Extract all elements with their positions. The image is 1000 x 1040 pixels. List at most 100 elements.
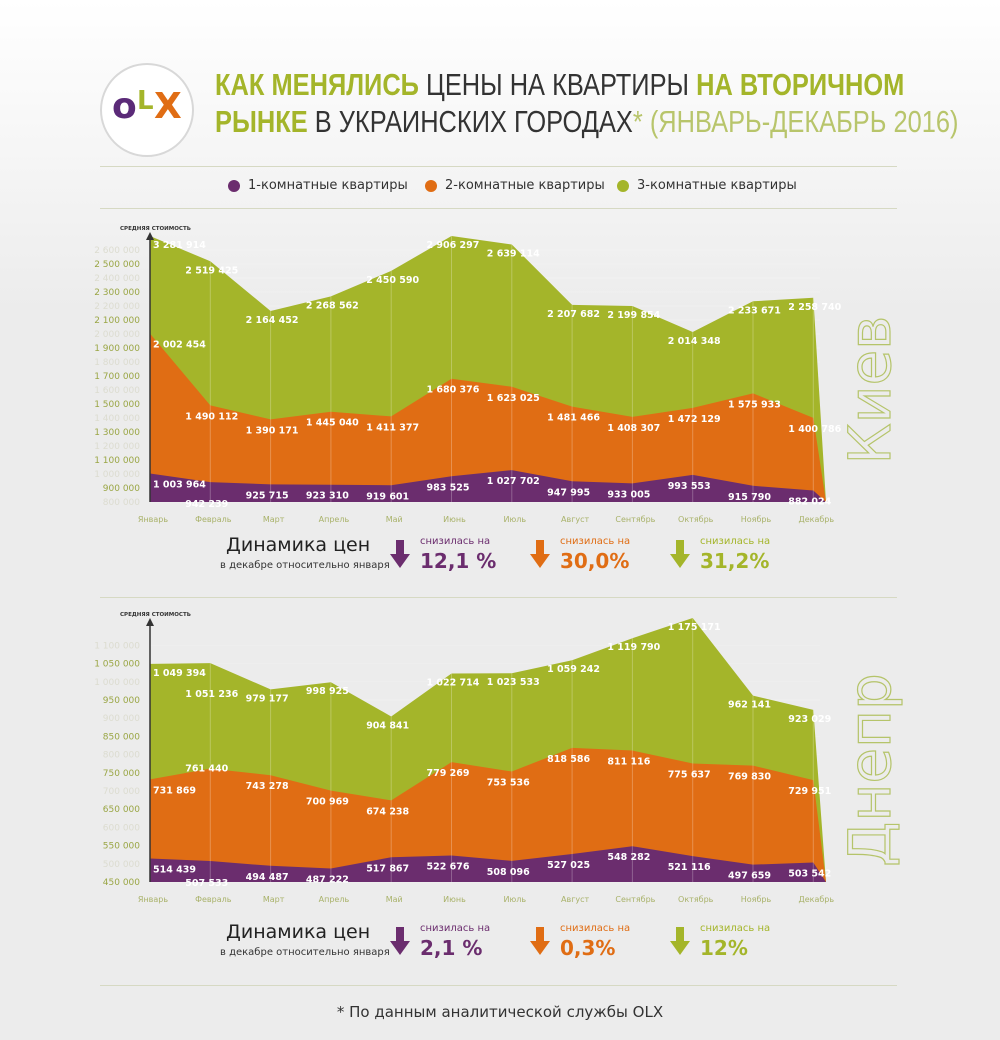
data-label: 674 238 [366,806,409,817]
area-2-комнатные квартиры [150,333,826,502]
down-arrow-icon [530,927,550,955]
y-tick-label: 900 000 [103,714,140,724]
data-label: 1 481 466 [547,413,600,424]
data-label: 979 177 [246,693,289,704]
x-tick-label: Июнь [443,895,466,904]
x-tick-label: Март [263,515,285,524]
dynamics-subtitle: в декабре относительно января [220,560,390,571]
down-arrow-icon [390,927,410,955]
data-label: 729 951 [788,786,831,797]
data-label: 494 487 [246,872,289,883]
data-label: 923 029 [788,714,831,725]
area-1-комнатные квартиры [150,846,826,882]
y-tick-label: 1 500 000 [94,400,140,410]
data-label: 882 024 [788,497,831,508]
data-label: 1 472 129 [668,414,721,425]
y-tick-label: 550 000 [103,842,140,852]
data-label: 1 175 171 [668,622,721,633]
data-label: 942 239 [185,499,228,510]
data-label: 2 002 454 [153,340,206,351]
data-label: 962 141 [728,700,771,711]
y-tick-label: 1 000 000 [94,470,140,480]
data-label: 1 003 964 [153,479,206,490]
data-label: 548 282 [607,852,650,863]
data-label: 761 440 [185,764,228,775]
dynamics-value: 0,3% [560,936,616,960]
data-label: 818 586 [547,754,590,765]
y-tick-label: 2 200 000 [94,302,140,312]
y-tick-label: 1 600 000 [94,386,140,396]
dynamics-value: 12,1 % [420,549,497,573]
data-label: 3 281 914 [153,240,206,251]
y-tick-label: 600 000 [103,823,140,833]
dynamics-title: Динамика цен [226,921,371,943]
data-label: 983 525 [427,482,470,493]
y-tick-label: 1 100 000 [94,641,140,651]
data-label: 1 390 171 [246,425,299,436]
y-tick-label: 750 000 [103,769,140,779]
y-tick-label: 1 700 000 [94,372,140,382]
y-tick-label: 950 000 [103,696,140,706]
divider [100,985,897,986]
divider [100,166,897,167]
data-label: 1 445 040 [306,418,359,429]
x-tick-label: Октябрь [678,895,714,904]
x-tick-label: Май [386,515,403,524]
divider [100,597,897,598]
y-tick-label: 500 000 [103,860,140,870]
data-label: 923 310 [306,491,349,502]
x-tick-label: Ноябрь [741,895,772,904]
dynamics-value: 12% [700,936,748,960]
y-tick-label: 800 000 [103,498,140,508]
data-label: 743 278 [246,781,289,792]
data-label: 2 639 114 [487,249,540,260]
down-arrow-icon [670,540,690,568]
down-arrow-icon [390,540,410,568]
data-label: 1 680 376 [427,385,480,396]
y-tick-label: 1 050 000 [94,660,140,670]
data-label: 522 676 [427,862,470,873]
chart-dnipro: 450 000 500 000 550 000 600 000 650 000 700 0… [94,612,904,904]
data-label: 1 051 236 [185,689,238,700]
olx-logo: o L X [100,63,194,157]
data-label: 731 869 [153,785,196,796]
y-axis-label: СРЕДНЯЯ СТОИМОСТЬ [120,226,191,232]
x-tick-label: Июнь [443,515,466,524]
x-tick-label: Декабрь [798,895,834,904]
x-tick-label: Февраль [195,515,232,524]
dynamics-caption: снизилась на [560,536,631,547]
dynamics-caption: снизилась на [420,536,491,547]
data-label: 2 014 348 [668,336,721,347]
y-tick-label: 700 000 [103,787,140,797]
data-label: 2 207 682 [547,309,600,320]
data-label: 904 841 [366,720,409,731]
dynamics-value: 2,1 % [420,936,483,960]
dynamics-caption: снизилась на [700,536,771,547]
axis-arrow-icon [146,232,154,240]
y-tick-label: 1 300 000 [94,428,140,438]
data-label: 507 533 [185,878,228,889]
footnote: * По данным аналитической службы OLX [336,1003,664,1021]
data-label: 2 258 740 [788,302,841,313]
y-tick-label: 1 200 000 [94,442,140,452]
data-label: 487 222 [306,874,349,885]
legend-dot [617,180,629,192]
x-tick-label: Октябрь [678,515,714,524]
data-label: 521 116 [668,862,711,873]
y-tick-label: 450 000 [103,878,140,888]
data-label: 1 408 307 [607,423,660,434]
data-label: 919 601 [366,491,409,502]
x-tick-label: Декабрь [798,515,834,524]
data-label: 933 005 [607,489,650,500]
data-label: 1 023 533 [487,677,540,688]
dynamics-title: Динамика цен [226,534,371,556]
data-label: 700 969 [306,797,349,808]
x-tick-label: Апрель [319,515,350,524]
y-tick-label: 1 400 000 [94,414,140,424]
data-label: 503 542 [788,869,831,880]
x-tick-label: Ноябрь [741,515,772,524]
y-tick-label: 1 900 000 [94,344,140,354]
x-tick-label: Июль [504,515,527,524]
x-tick-label: Июль [504,895,527,904]
